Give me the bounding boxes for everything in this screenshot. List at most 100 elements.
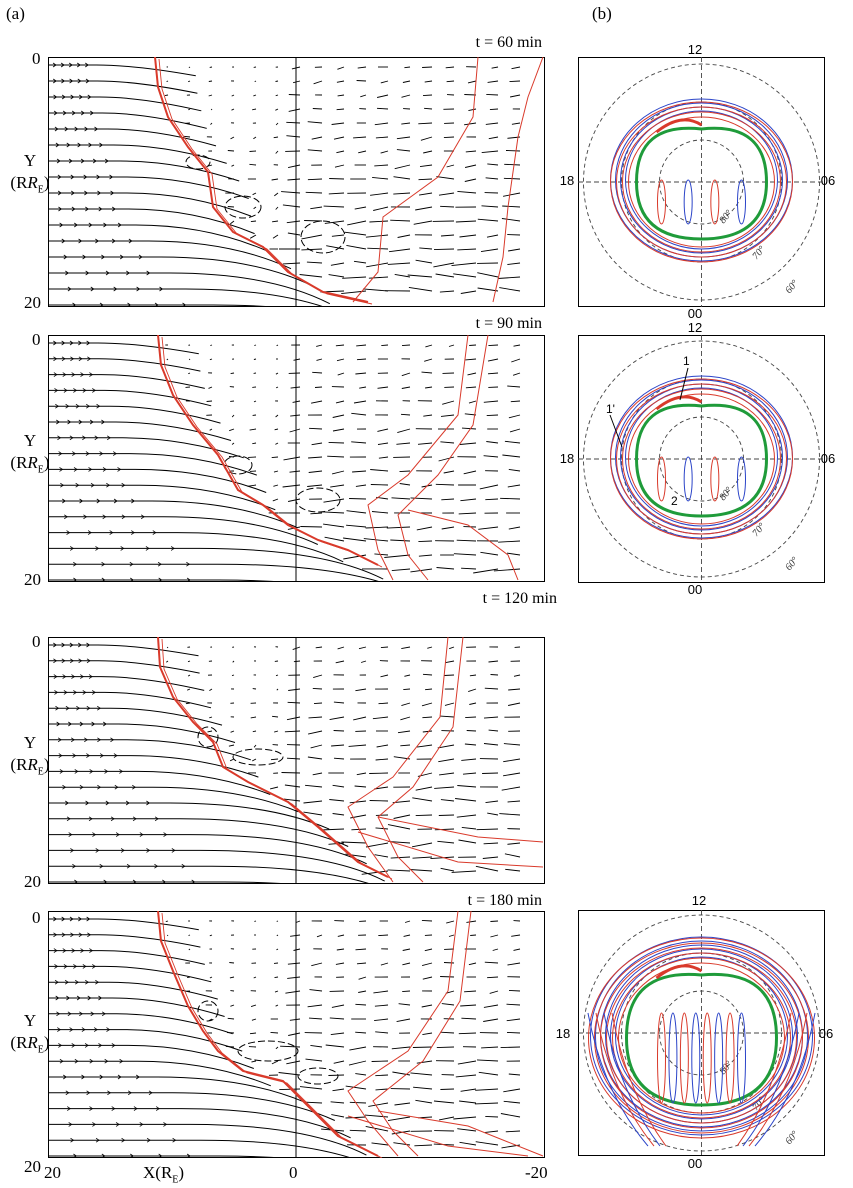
flow-vector — [253, 94, 257, 97]
flow-vector — [510, 400, 521, 403]
green-contour — [634, 126, 769, 241]
flow-vector — [349, 1046, 367, 1051]
flow-vector — [374, 164, 389, 167]
flow-vector — [316, 358, 323, 361]
streamline — [48, 500, 297, 528]
flow-vector — [453, 273, 477, 278]
flow-vector — [422, 730, 433, 733]
flow-vector — [272, 715, 279, 718]
flow-vector — [286, 757, 301, 760]
arrowhead — [84, 126, 89, 132]
flow-vector — [424, 107, 433, 110]
arrowhead — [158, 1153, 163, 1158]
blue-contour — [625, 387, 778, 527]
arrowhead — [85, 270, 90, 276]
arrowhead — [74, 222, 78, 228]
arrowhead — [95, 238, 100, 244]
flow-vector — [320, 828, 345, 831]
arrowhead — [133, 1106, 138, 1111]
flow-vector — [457, 1128, 477, 1132]
flow-vector — [360, 660, 367, 663]
arrowhead — [95, 546, 100, 551]
flow-vector — [424, 358, 433, 362]
flow-vector — [377, 386, 389, 389]
panel-1-ytick-bottom: 20 — [24, 293, 41, 312]
streamline — [48, 723, 236, 743]
arrowhead — [70, 848, 75, 853]
flow-vector — [308, 730, 323, 735]
flow-vector — [286, 716, 301, 721]
flank-contour — [587, 1012, 649, 1147]
flow-vector — [254, 80, 257, 83]
flow-vector — [396, 1018, 411, 1023]
arrowhead — [71, 1043, 76, 1048]
flow-vector — [271, 1060, 279, 1065]
arrowhead — [54, 126, 59, 132]
arrowhead — [70, 546, 74, 551]
flow-vector — [230, 220, 235, 225]
flow-vector — [272, 220, 279, 223]
panel-3-title: t = 120 min — [482, 590, 557, 607]
flow-vector — [308, 716, 323, 719]
flow-vector — [463, 470, 477, 475]
flow-vector — [418, 122, 433, 125]
flow-vector — [506, 1003, 521, 1006]
flow-vector — [299, 274, 323, 278]
flow-vector — [285, 990, 301, 994]
flow-vector — [487, 163, 499, 166]
arrowhead — [94, 126, 99, 132]
flow-vector — [384, 554, 411, 558]
flow-vector — [508, 989, 521, 992]
flow-vector — [418, 554, 433, 557]
flow-vector — [343, 537, 367, 542]
streamline — [48, 304, 281, 307]
flow-vector — [166, 80, 169, 83]
arrowhead — [89, 769, 94, 774]
flow-vector — [275, 1046, 279, 1050]
flow-vector — [402, 80, 411, 83]
flow-vector — [457, 190, 477, 194]
flow-vector — [273, 136, 279, 139]
flow-vector — [437, 744, 455, 749]
flow-vector — [337, 66, 345, 70]
flow-vector — [415, 206, 433, 211]
arrowhead — [55, 995, 60, 1001]
flow-vector — [166, 358, 169, 361]
arrowhead — [70, 190, 75, 196]
flow-vector — [166, 934, 169, 937]
flow-vector — [336, 80, 345, 83]
flow-vector — [209, 934, 213, 937]
flow-vector — [438, 192, 455, 196]
blue-contour — [600, 944, 803, 1128]
flow-vector — [365, 1125, 389, 1132]
flow-vector — [487, 812, 499, 816]
flow-vector — [371, 1142, 389, 1146]
flow-vector — [290, 414, 301, 417]
flow-vector — [412, 856, 433, 859]
arrowhead — [88, 816, 93, 822]
arrowhead — [73, 561, 77, 567]
flow-vector — [465, 386, 477, 389]
streamline — [48, 918, 199, 931]
flow-vector — [513, 344, 521, 347]
arrowhead — [71, 948, 76, 953]
flow-vector — [349, 1101, 367, 1104]
arrowhead — [67, 419, 72, 425]
arrowhead — [83, 514, 88, 520]
flow-vector — [288, 1032, 301, 1036]
flow-vector — [229, 758, 235, 762]
arrowhead — [53, 932, 58, 938]
flow-vector — [477, 272, 499, 278]
flow-vector — [436, 1046, 455, 1049]
arrowhead — [140, 514, 145, 520]
arrowhead — [94, 435, 99, 441]
arrowhead — [62, 498, 66, 504]
flow-vector — [485, 1130, 499, 1133]
flow-vector — [442, 400, 455, 405]
flow-vector — [228, 744, 235, 747]
flow-vector — [274, 428, 279, 431]
flow-vector — [446, 80, 455, 83]
flow-vector — [281, 191, 301, 194]
flow-vector — [483, 1018, 499, 1022]
flow-vector — [391, 497, 411, 500]
